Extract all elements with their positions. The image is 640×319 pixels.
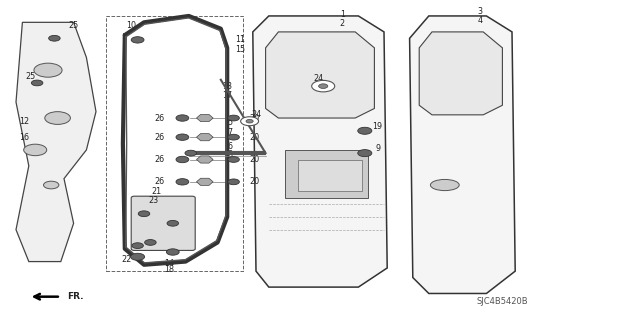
- Circle shape: [358, 150, 372, 157]
- Text: 12: 12: [19, 117, 29, 126]
- Text: 20: 20: [250, 177, 260, 186]
- Text: 26: 26: [154, 133, 164, 142]
- Text: 16: 16: [19, 133, 29, 142]
- Circle shape: [176, 115, 189, 121]
- Polygon shape: [410, 16, 515, 293]
- Text: SJC4B5420B: SJC4B5420B: [477, 297, 528, 306]
- Circle shape: [246, 119, 253, 123]
- Polygon shape: [196, 115, 213, 122]
- Circle shape: [44, 181, 59, 189]
- Text: 26: 26: [154, 177, 164, 186]
- Circle shape: [24, 144, 47, 156]
- Text: 17: 17: [222, 91, 232, 100]
- Text: 26: 26: [154, 114, 164, 122]
- Text: 26: 26: [154, 155, 164, 164]
- Polygon shape: [196, 178, 213, 185]
- Circle shape: [176, 134, 189, 140]
- Polygon shape: [16, 22, 96, 262]
- Text: 21: 21: [152, 187, 162, 196]
- Circle shape: [358, 127, 372, 134]
- Text: 25: 25: [68, 21, 79, 30]
- Text: 10: 10: [126, 21, 136, 30]
- Circle shape: [132, 243, 143, 249]
- Circle shape: [228, 179, 239, 185]
- Circle shape: [49, 35, 60, 41]
- Circle shape: [228, 134, 239, 140]
- Circle shape: [34, 63, 62, 77]
- Text: 19: 19: [372, 122, 383, 130]
- Text: 20: 20: [250, 114, 260, 122]
- Text: 20: 20: [250, 133, 260, 142]
- Polygon shape: [196, 156, 213, 163]
- Text: 2: 2: [340, 19, 345, 28]
- Circle shape: [131, 37, 144, 43]
- Text: 11: 11: [235, 35, 245, 44]
- Circle shape: [166, 249, 179, 255]
- Text: 7: 7: [228, 128, 233, 137]
- Text: 15: 15: [235, 45, 245, 54]
- Text: 1: 1: [340, 10, 345, 19]
- Polygon shape: [196, 134, 213, 141]
- Circle shape: [241, 117, 259, 126]
- Text: 4: 4: [477, 16, 483, 25]
- Text: 3: 3: [477, 7, 483, 16]
- Text: 14: 14: [164, 259, 175, 268]
- Circle shape: [228, 115, 239, 121]
- Circle shape: [185, 150, 196, 156]
- Text: 24: 24: [314, 74, 324, 83]
- Circle shape: [45, 112, 70, 124]
- Text: 23: 23: [148, 197, 159, 205]
- Circle shape: [312, 80, 335, 92]
- Ellipse shape: [430, 179, 459, 191]
- Circle shape: [176, 179, 189, 185]
- Text: 20: 20: [250, 155, 260, 164]
- Text: 13: 13: [222, 82, 232, 91]
- Polygon shape: [266, 32, 374, 118]
- Bar: [298, 160, 362, 191]
- Text: 5: 5: [228, 118, 233, 127]
- Text: 25: 25: [25, 72, 35, 81]
- Text: 22: 22: [122, 256, 132, 264]
- Text: 24: 24: [251, 110, 261, 119]
- Text: 8: 8: [228, 150, 233, 159]
- Circle shape: [145, 240, 156, 245]
- FancyBboxPatch shape: [131, 196, 195, 250]
- Polygon shape: [253, 16, 387, 287]
- Circle shape: [319, 84, 328, 88]
- Text: 9: 9: [375, 144, 380, 153]
- Circle shape: [176, 156, 189, 163]
- Bar: [285, 150, 368, 198]
- Circle shape: [131, 253, 145, 260]
- Text: 18: 18: [164, 265, 175, 274]
- Bar: [106, 16, 243, 271]
- Circle shape: [138, 211, 150, 217]
- Polygon shape: [419, 32, 502, 115]
- Circle shape: [167, 220, 179, 226]
- Text: FR.: FR.: [67, 292, 84, 301]
- Text: 6: 6: [228, 142, 233, 151]
- Circle shape: [228, 157, 239, 162]
- Circle shape: [31, 80, 43, 86]
